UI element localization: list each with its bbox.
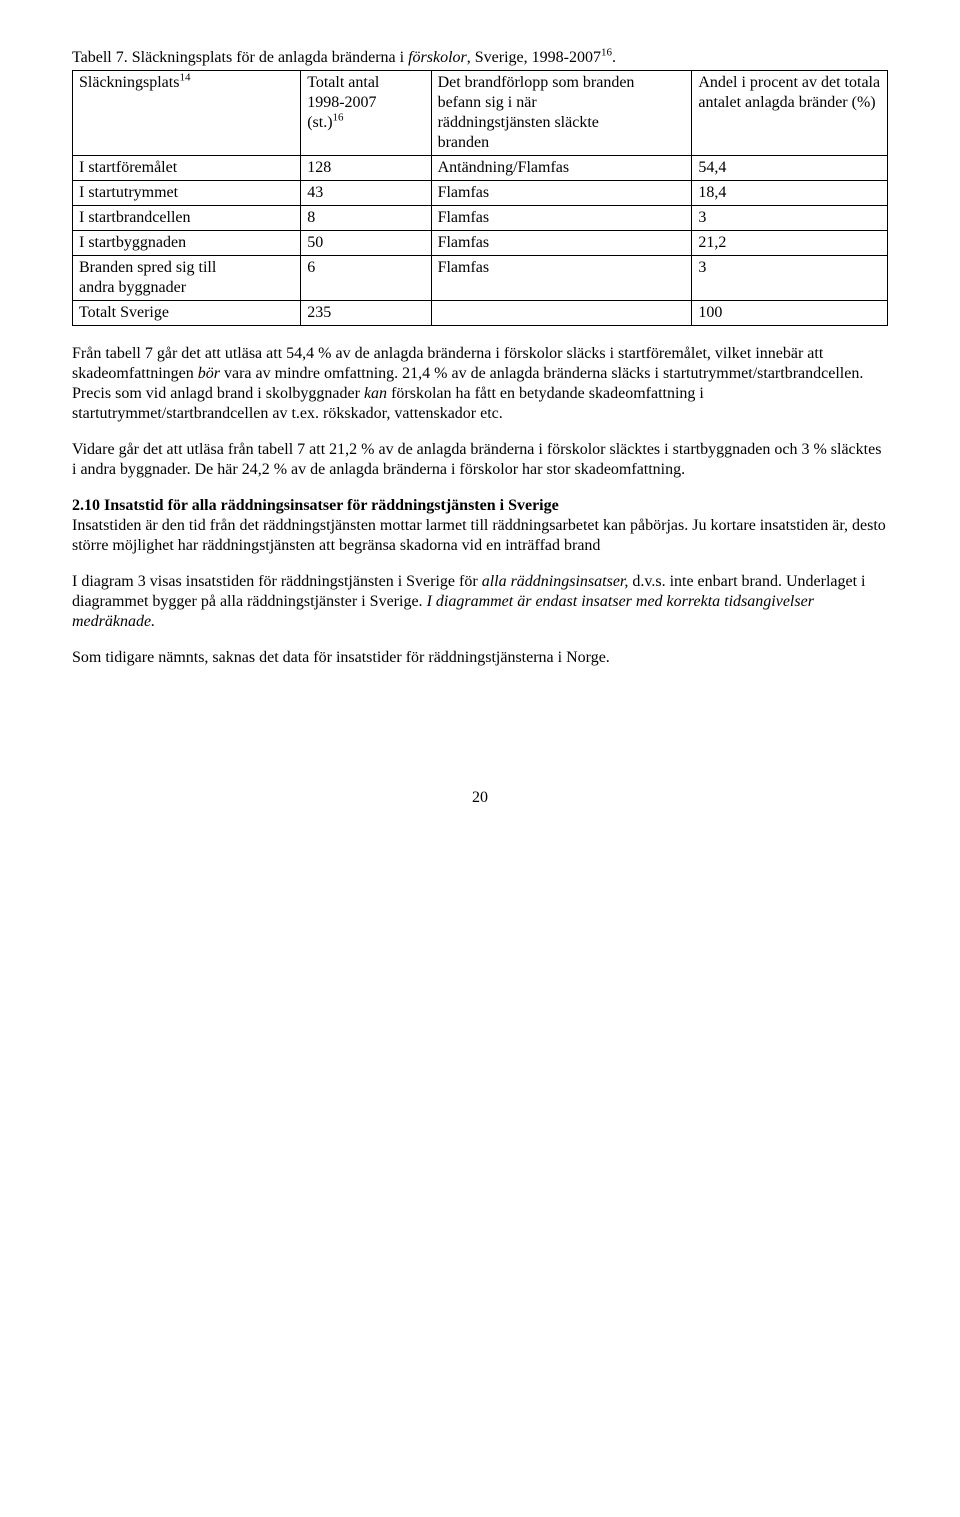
- hdr3-line3: räddningstjänsten släckte: [438, 113, 686, 133]
- table-row: I startbrandcellen 8 Flamfas 3: [73, 206, 888, 231]
- p1-i2: kan: [364, 385, 387, 402]
- hdr4-line2: antalet anlagda bränder (%): [698, 93, 881, 113]
- cell: [431, 301, 692, 326]
- cell: 21,2: [692, 231, 888, 256]
- cell: Flamfas: [431, 256, 692, 301]
- cell: Flamfas: [431, 231, 692, 256]
- p1-i1: bör: [198, 365, 220, 382]
- hdr2-st: (st.): [307, 114, 332, 131]
- caption-end: .: [612, 49, 616, 66]
- cell: Antändning/Flamfas: [431, 156, 692, 181]
- paragraph-2: Vidare går det att utläsa från tabell 7 …: [72, 440, 888, 480]
- table-header-row: Släckningsplats14 Totalt antal 1998-2007…: [73, 71, 888, 156]
- cell: 18,4: [692, 181, 888, 206]
- table-row: Branden spred sig till andra byggnader 6…: [73, 256, 888, 301]
- cell: 3: [692, 256, 888, 301]
- hdr2-line1: Totalt antal: [307, 73, 424, 93]
- caption-sup: 16: [601, 47, 612, 59]
- hdr1-sup: 14: [179, 72, 190, 84]
- table-row: I startutrymmet 43 Flamfas 18,4: [73, 181, 888, 206]
- cell: I startutrymmet: [73, 181, 301, 206]
- cell: 50: [301, 231, 431, 256]
- cell: I startbrandcellen: [73, 206, 301, 231]
- header-cell-2: Totalt antal 1998-2007 (st.)16: [301, 71, 431, 156]
- table-row: I startföremålet 128 Antändning/Flamfas …: [73, 156, 888, 181]
- p4-i1: alla räddningsinsatser,: [482, 573, 629, 590]
- section-heading: 2.10 Insatstid för alla räddningsinsatse…: [72, 496, 888, 516]
- cell: 54,4: [692, 156, 888, 181]
- cell: 43: [301, 181, 431, 206]
- table-caption: Tabell 7. Släckningsplats för de anlagda…: [72, 48, 888, 68]
- table-row: I startbyggnaden 50 Flamfas 21,2: [73, 231, 888, 256]
- cell: I startbyggnaden: [73, 231, 301, 256]
- header-cell-1: Släckningsplats14: [73, 71, 301, 156]
- header-cell-3: Det brandförlopp som branden befann sig …: [431, 71, 692, 156]
- p4-t1: I diagram 3 visas insatstiden för räddni…: [72, 573, 482, 590]
- hdr3-line2: befann sig i när: [438, 93, 686, 113]
- paragraph-4: I diagram 3 visas insatstiden för räddni…: [72, 572, 888, 632]
- cell-line1: Branden spred sig till: [79, 258, 294, 278]
- cell: Flamfas: [431, 206, 692, 231]
- page-number: 20: [72, 788, 888, 808]
- table-row: Totalt Sverige 235 100: [73, 301, 888, 326]
- hdr1-text: Släckningsplats: [79, 74, 179, 91]
- hdr2-line2: 1998-2007: [307, 93, 424, 113]
- paragraph-5: Som tidigare nämnts, saknas det data för…: [72, 648, 888, 668]
- hdr2-line3: (st.)16: [307, 113, 424, 133]
- paragraph-3: Insatstiden är den tid från det räddning…: [72, 516, 888, 556]
- cell: 235: [301, 301, 431, 326]
- paragraph-1: Från tabell 7 går det att utläsa att 54,…: [72, 344, 888, 424]
- hdr4-line1: Andel i procent av det totala: [698, 73, 881, 93]
- cell-line2: andra byggnader: [79, 278, 294, 298]
- caption-italic: förskolor: [408, 49, 467, 66]
- caption-suffix: , Sverige, 1998-2007: [467, 49, 601, 66]
- hdr3-line4: branden: [438, 133, 686, 153]
- data-table: Släckningsplats14 Totalt antal 1998-2007…: [72, 70, 888, 326]
- cell: 3: [692, 206, 888, 231]
- cell: Totalt Sverige: [73, 301, 301, 326]
- cell: 100: [692, 301, 888, 326]
- header-cell-4: Andel i procent av det totala antalet an…: [692, 71, 888, 156]
- cell: I startföremålet: [73, 156, 301, 181]
- cell: 6: [301, 256, 431, 301]
- cell: 8: [301, 206, 431, 231]
- hdr2-sup: 16: [333, 112, 344, 124]
- cell: 128: [301, 156, 431, 181]
- cell: Flamfas: [431, 181, 692, 206]
- cell: Branden spred sig till andra byggnader: [73, 256, 301, 301]
- hdr3-line1: Det brandförlopp som branden: [438, 73, 686, 93]
- caption-prefix: Tabell 7. Släckningsplats för de anlagda…: [72, 49, 408, 66]
